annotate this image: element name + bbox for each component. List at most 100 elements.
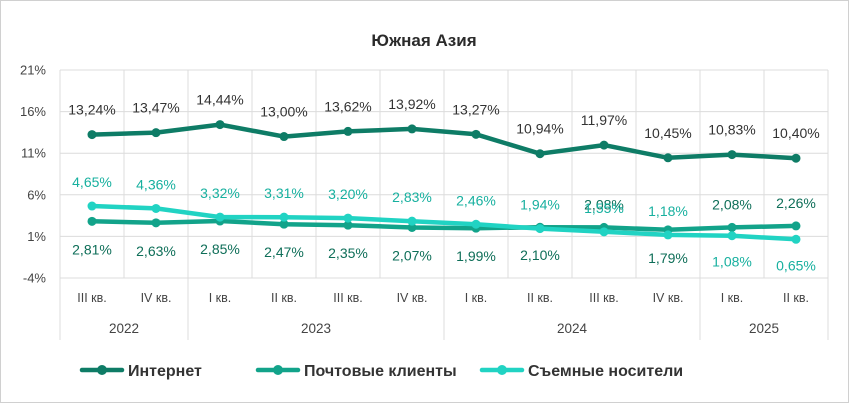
legend-label: Съемные носители bbox=[528, 363, 683, 380]
series-line bbox=[89, 203, 799, 242]
data-point bbox=[663, 230, 673, 240]
data-label: 2,46% bbox=[456, 192, 496, 208]
data-point bbox=[535, 224, 545, 234]
series-group bbox=[87, 120, 801, 244]
data-point bbox=[407, 216, 417, 226]
data-label: 1,08% bbox=[712, 254, 752, 270]
data-label: 2,26% bbox=[776, 195, 816, 211]
y-axis: 21% 16% 11% 6% 1% -4% bbox=[20, 63, 46, 286]
data-label: 3,32% bbox=[200, 185, 240, 201]
data-point bbox=[791, 221, 801, 231]
data-label: 4,65% bbox=[72, 174, 112, 190]
grid bbox=[59, 69, 829, 340]
data-point bbox=[343, 126, 353, 136]
data-point bbox=[727, 231, 737, 241]
legend-marker bbox=[497, 365, 507, 375]
data-label: 1,99% bbox=[456, 248, 496, 264]
x-tick-label: III кв. bbox=[77, 291, 106, 305]
data-labels: 13,24% 13,47% 14,44% 13,00% 13,62% 13,92% 13,2… bbox=[68, 92, 819, 274]
data-point bbox=[215, 212, 225, 222]
legend-marker bbox=[97, 365, 107, 375]
data-point bbox=[87, 130, 97, 140]
data-point bbox=[663, 153, 673, 163]
legend: Интернет Почтовые клиенты Съемные носители bbox=[79, 363, 683, 380]
data-point bbox=[535, 149, 545, 159]
y-tick-label: 1% bbox=[27, 229, 46, 244]
data-label: 1,79% bbox=[648, 250, 688, 266]
x-tick-label: III кв. bbox=[333, 291, 362, 305]
data-point bbox=[343, 213, 353, 223]
x-tick-label: II кв. bbox=[527, 291, 553, 305]
data-label: 2,07% bbox=[392, 247, 432, 263]
data-point bbox=[279, 132, 289, 142]
x-tick-label: III кв. bbox=[589, 291, 618, 305]
y-tick-label: 21% bbox=[20, 63, 46, 78]
legend-marker bbox=[273, 365, 283, 375]
data-point bbox=[407, 124, 417, 134]
x-tick-label: IV кв. bbox=[397, 291, 428, 305]
year-label: 2022 bbox=[109, 321, 139, 336]
data-label: 3,20% bbox=[328, 186, 368, 202]
data-point bbox=[471, 219, 481, 229]
data-label: 13,24% bbox=[68, 102, 115, 118]
data-label: 10,40% bbox=[772, 125, 819, 141]
data-point bbox=[343, 220, 353, 230]
legend-label: Почтовые клиенты bbox=[304, 363, 457, 380]
data-label: 0,65% bbox=[776, 257, 816, 273]
data-point bbox=[599, 227, 609, 237]
y-tick-label: 16% bbox=[20, 104, 46, 119]
x-tick-label: I кв. bbox=[721, 291, 744, 305]
series-line bbox=[89, 122, 799, 161]
data-label: 10,94% bbox=[516, 121, 563, 137]
data-label: 14,44% bbox=[196, 92, 243, 108]
data-point bbox=[599, 140, 609, 150]
data-label: 13,27% bbox=[452, 101, 499, 117]
data-label: 2,47% bbox=[264, 244, 304, 260]
data-point bbox=[151, 128, 161, 138]
data-point bbox=[407, 222, 417, 232]
x-tick-label: II кв. bbox=[783, 291, 809, 305]
data-point bbox=[727, 222, 737, 232]
data-point bbox=[471, 129, 481, 139]
legend-label: Интернет bbox=[128, 363, 202, 380]
x-tick-label: I кв. bbox=[209, 291, 232, 305]
chart-title: Южная Азия bbox=[371, 31, 476, 50]
series-line bbox=[89, 218, 799, 233]
data-point bbox=[151, 218, 161, 228]
data-label: 13,92% bbox=[388, 96, 435, 112]
x-tick-label: I кв. bbox=[465, 291, 488, 305]
data-label: 2,85% bbox=[200, 241, 240, 257]
data-point bbox=[87, 201, 97, 211]
data-label: 2,81% bbox=[72, 241, 112, 257]
data-label: 3,31% bbox=[264, 185, 304, 201]
data-point bbox=[279, 219, 289, 229]
data-label: 2,10% bbox=[520, 247, 560, 263]
data-point bbox=[791, 234, 801, 244]
data-label: 13,62% bbox=[324, 98, 371, 114]
data-label: 1,18% bbox=[648, 203, 688, 219]
year-label: 2024 bbox=[557, 321, 588, 336]
data-label: 2,63% bbox=[136, 243, 176, 259]
data-label: 13,00% bbox=[260, 104, 307, 120]
data-point bbox=[87, 216, 97, 226]
x-tick-label: IV кв. bbox=[141, 291, 172, 305]
data-label: 2,08% bbox=[712, 196, 752, 212]
data-label: 2,83% bbox=[392, 189, 432, 205]
x-tick-label: IV кв. bbox=[653, 291, 684, 305]
y-tick-label: -4% bbox=[23, 271, 47, 286]
year-label: 2025 bbox=[749, 321, 779, 336]
data-label: 1,94% bbox=[520, 197, 560, 213]
year-label: 2023 bbox=[301, 321, 331, 336]
x-tick-label: II кв. bbox=[271, 291, 297, 305]
data-label: 4,36% bbox=[136, 176, 176, 192]
x-axis: III кв. IV кв. I кв. II кв. III кв. IV кв. I к… bbox=[77, 291, 809, 336]
y-tick-label: 11% bbox=[21, 146, 46, 161]
data-label: 1,55% bbox=[584, 200, 624, 216]
data-point bbox=[215, 120, 225, 130]
data-point bbox=[279, 212, 289, 222]
data-label: 11,97% bbox=[581, 112, 627, 128]
data-label: 2,35% bbox=[328, 245, 368, 261]
data-point bbox=[727, 150, 737, 160]
